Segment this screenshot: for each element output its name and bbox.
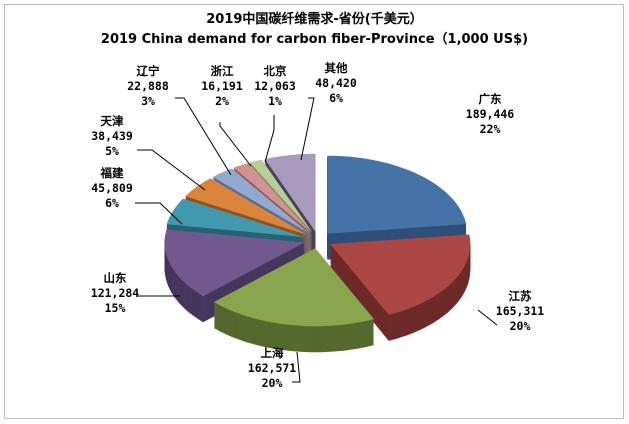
pie-slice-0	[327, 155, 467, 260]
slice-label-value: 38,439	[91, 129, 133, 143]
slice-label-percent: 20%	[262, 376, 283, 390]
slice-label-percent: 5%	[105, 144, 119, 158]
slice-label-percent: 2%	[215, 94, 229, 108]
leader-line-7	[219, 122, 252, 167]
slice-top	[212, 168, 310, 234]
slice-label-percent: 6%	[329, 91, 343, 105]
slice-label-percent: 1%	[268, 94, 282, 108]
pie-slice-1	[330, 234, 471, 341]
leader-line-2	[292, 351, 301, 383]
slice-label-value: 121,284	[91, 286, 140, 300]
slice-label-name: 北京	[264, 64, 287, 78]
slice-label-value: 12,063	[254, 79, 296, 93]
slice-top	[164, 229, 305, 297]
slice-top	[249, 159, 313, 233]
leader-line-1	[477, 309, 498, 326]
leader-line-5	[137, 149, 206, 191]
slice-label-value: 22,888	[127, 79, 169, 93]
leader-line-6	[175, 97, 232, 176]
slice-label-value: 48,420	[315, 76, 357, 90]
slice-top	[213, 248, 374, 327]
slice-label-name: 山东	[104, 271, 127, 285]
leader-line-9	[300, 97, 315, 161]
chart-subtitle: 2019 China demand for carbon fiber-Provi…	[100, 32, 529, 47]
slice-label-name: 江苏	[509, 289, 532, 303]
slice-label-percent: 3%	[141, 94, 155, 108]
pie-slice-2	[213, 248, 374, 353]
slice-label-name: 其他	[325, 61, 348, 75]
slice-label-value: 165,311	[496, 304, 545, 318]
slice-label-percent: 20%	[510, 319, 531, 333]
slice-label-value: 189,446	[466, 107, 515, 121]
slice-label-name: 浙江	[211, 64, 234, 78]
chart-title: 2019中国碳纤维需求-省份(千美元）	[206, 12, 423, 27]
slice-label-value: 45,809	[91, 181, 133, 195]
slice-top	[233, 162, 311, 233]
slice-top	[185, 178, 307, 235]
slice-label-name: 上海	[261, 346, 284, 360]
slice-label-name: 广东	[479, 92, 502, 106]
slice-label-name: 天津	[101, 114, 124, 128]
slice-label-percent: 6%	[105, 196, 119, 210]
slice-top	[264, 153, 316, 232]
pie-slice-3	[164, 229, 305, 323]
slice-top	[327, 155, 467, 234]
slice-label-value: 162,571	[248, 361, 297, 375]
slice-top	[330, 234, 471, 315]
slice-top	[166, 198, 305, 238]
slice-label-percent: 15%	[105, 301, 126, 315]
slice-label-percent: 22%	[480, 122, 501, 136]
leader-line-8	[264, 115, 275, 163]
slice-label-value: 16,191	[201, 79, 243, 93]
leader-line-4	[135, 202, 183, 225]
slice-label-name: 福建	[100, 166, 124, 180]
chart-frame	[4, 4, 624, 419]
slice-label-name: 辽宁	[137, 64, 160, 78]
